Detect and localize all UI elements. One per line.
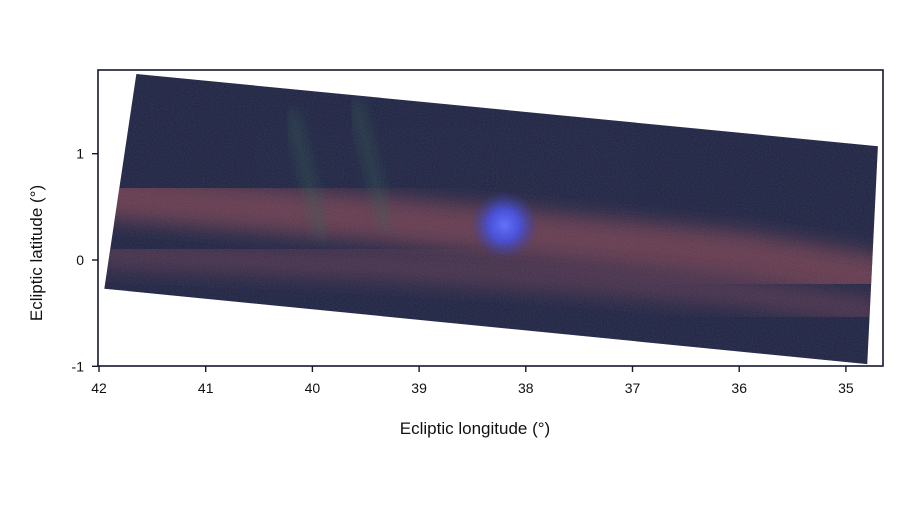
y-tick-label: -1 [72,358,85,374]
y-tick-label: 0 [76,252,84,268]
y-axis: 1 0 -1 [72,146,98,374]
x-tick-label: 41 [198,380,214,396]
x-tick-label: 38 [518,380,534,396]
noise-texture [104,73,878,365]
plot-frame [97,69,884,367]
x-axis-label: Ecliptic longitude (°) [400,419,550,438]
y-axis-label: Ecliptic latitude (°) [27,185,46,321]
x-tick-label: 39 [411,380,427,396]
x-tick-label: 42 [91,380,107,396]
plot-area [104,73,878,365]
x-tick-label: 37 [625,380,641,396]
sky-image [104,73,878,365]
x-tick-label: 35 [838,380,854,396]
x-tick-label: 36 [731,380,747,396]
x-axis: 42 41 40 39 38 37 36 35 [91,366,854,396]
y-tick-label: 1 [76,146,84,162]
x-tick-label: 40 [305,380,321,396]
